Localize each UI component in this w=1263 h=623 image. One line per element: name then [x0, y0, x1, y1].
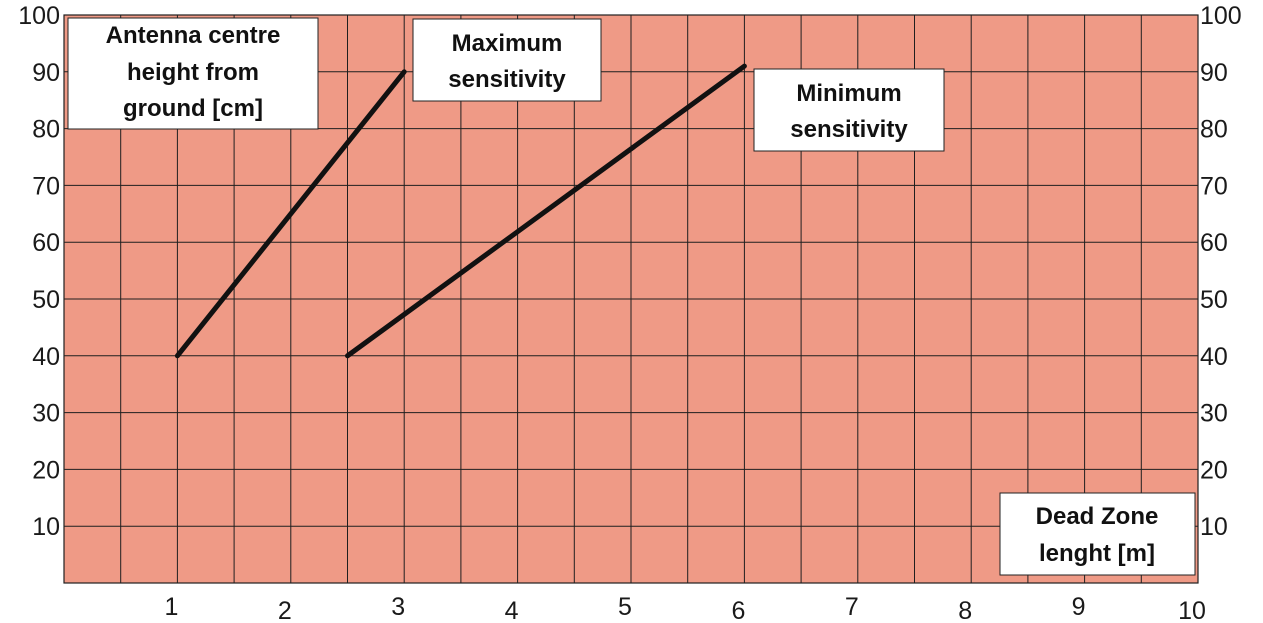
- y-tick-label: 10: [32, 513, 60, 541]
- x-axis-label-line: lenght [m]: [1039, 540, 1155, 567]
- y-tick-label: 30: [32, 400, 60, 428]
- plot-frame: [63, 14, 1199, 584]
- x-tick-label: 5: [618, 593, 632, 621]
- series-label-maximum-sensitivity: Maximum sensitivity: [412, 18, 602, 102]
- y-tick-label: 20: [1200, 456, 1228, 484]
- y-tick-label: 60: [32, 229, 60, 257]
- x-tick-label: 2: [278, 597, 292, 623]
- series-label-line: Maximum: [452, 30, 563, 57]
- series-label-line: Minimum: [796, 80, 901, 107]
- x-tick-label: 6: [731, 597, 745, 623]
- y-axis-label-line: ground [cm]: [123, 95, 263, 122]
- y-tick-label: 90: [1200, 59, 1228, 87]
- series-label-line: sensitivity: [448, 66, 566, 93]
- y-tick-label: 100: [1200, 2, 1242, 30]
- y-tick-label: 50: [1200, 286, 1228, 314]
- x-tick-label: 1: [164, 593, 178, 621]
- x-tick-label: 7: [845, 593, 859, 621]
- series-lines: [174, 63, 747, 359]
- y-tick-label: 80: [32, 116, 60, 144]
- y-axis-label-box: Antenna centre height from ground [cm]: [67, 17, 319, 130]
- y-tick-label: 80: [1200, 116, 1228, 144]
- y-tick-label: 70: [32, 172, 60, 200]
- y-tick-labels-right: 10 20 30 40 50 60 70 80 90 100: [1200, 2, 1242, 541]
- x-tick-label: 8: [958, 597, 972, 623]
- series-line: [174, 69, 407, 359]
- y-axis-label-line: height from: [127, 59, 259, 86]
- series-label-minimum-sensitivity: Minimum sensitivity: [753, 68, 945, 152]
- y-tick-label: 20: [32, 456, 60, 484]
- x-tick-label: 9: [1072, 593, 1086, 621]
- y-tick-label: 30: [1200, 400, 1228, 428]
- y-axis-label-line: Antenna centre: [106, 22, 281, 49]
- y-tick-label: 50: [32, 286, 60, 314]
- x-axis-label-line: Dead Zone: [1036, 503, 1159, 530]
- y-tick-label: 90: [32, 59, 60, 87]
- x-tick-labels: 1 2 3 4 5 6 7 8 9 10: [164, 593, 1205, 623]
- y-tick-label: 100: [18, 2, 60, 30]
- x-tick-label: 10: [1178, 597, 1206, 623]
- x-axis-label-box: Dead Zone lenght [m]: [999, 492, 1196, 576]
- y-tick-label: 10: [1200, 513, 1228, 541]
- series-line: [345, 63, 747, 359]
- y-tick-labels-left: 10 20 30 40 50 60 70 80 90 100: [18, 2, 60, 541]
- x-tick-label: 3: [391, 593, 405, 621]
- y-tick-label: 40: [32, 343, 60, 371]
- y-tick-label: 70: [1200, 172, 1228, 200]
- y-tick-label: 40: [1200, 343, 1228, 371]
- series-label-line: sensitivity: [790, 116, 908, 143]
- x-tick-label: 4: [505, 597, 519, 623]
- y-tick-label: 60: [1200, 229, 1228, 257]
